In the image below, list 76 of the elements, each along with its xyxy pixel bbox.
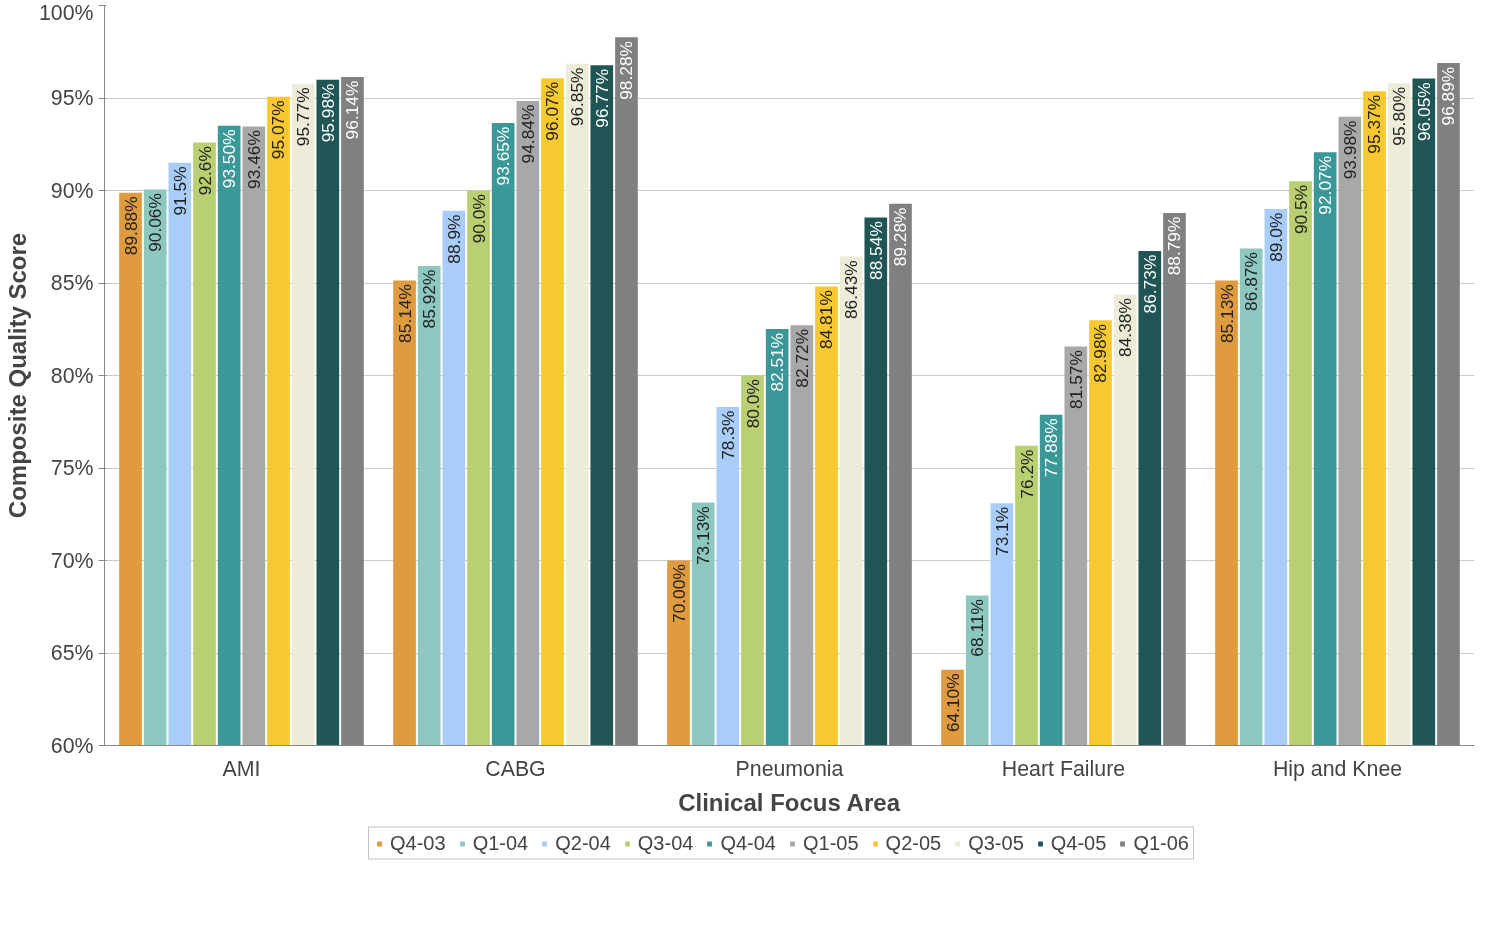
data-label: 96.89% xyxy=(1438,66,1459,126)
data-label: 89.28% xyxy=(890,207,911,267)
data-label: 95.98% xyxy=(317,83,338,143)
data-label: 96.77% xyxy=(591,68,612,128)
data-label: 95.07% xyxy=(268,100,289,160)
data-label: 91.5% xyxy=(169,166,190,216)
x-axis-title: Clinical Focus Area xyxy=(678,788,901,816)
data-label: 82.51% xyxy=(767,332,788,392)
data-label: 84.38% xyxy=(1115,298,1136,357)
data-label: 92.07% xyxy=(1315,155,1336,215)
data-label: 85.13% xyxy=(1216,284,1237,344)
data-label: 92.6% xyxy=(194,146,215,196)
data-label: 93.98% xyxy=(1339,120,1360,180)
legend-label: Q1-05 xyxy=(803,831,859,855)
data-label: 88.9% xyxy=(443,214,464,264)
legend-label: Q1-04 xyxy=(472,831,529,855)
data-label: 78.3% xyxy=(717,410,738,460)
data-label: 89.0% xyxy=(1265,212,1286,262)
legend-label: Q4-05 xyxy=(1050,831,1107,855)
data-label: 95.80% xyxy=(1389,86,1410,146)
data-label: 89.88% xyxy=(120,196,141,256)
data-label: 64.10% xyxy=(942,673,963,733)
data-label: 82.72% xyxy=(791,328,812,388)
data-label: 77.88% xyxy=(1041,418,1062,478)
data-label: 90.0% xyxy=(468,194,489,244)
data-label: 98.28% xyxy=(616,41,637,100)
legend-label: Q3-05 xyxy=(968,831,1024,855)
data-label: 93.65% xyxy=(493,126,514,186)
data-label: 88.54% xyxy=(865,221,886,280)
data-label: 90.06% xyxy=(145,193,166,252)
x-tick-label: CABG xyxy=(485,756,546,781)
legend-label: Q4-04 xyxy=(720,831,776,855)
x-tick-label: AMI xyxy=(222,756,261,781)
y-tick-label: 65% xyxy=(50,641,94,665)
data-label: 73.13% xyxy=(693,506,714,566)
data-label: 73.1% xyxy=(991,506,1012,556)
data-label: 86.43% xyxy=(841,260,862,320)
y-tick-label: 70% xyxy=(50,548,94,573)
data-label: 85.92% xyxy=(419,269,440,329)
y-tick-label: 90% xyxy=(50,178,94,203)
data-label: 93.46% xyxy=(243,130,264,189)
legend-label: Q4-03 xyxy=(390,831,446,855)
legend-label: Q2-05 xyxy=(885,831,942,855)
data-label: 88.79% xyxy=(1164,216,1185,276)
y-tick-label: 100% xyxy=(38,0,94,25)
data-label: 85.14% xyxy=(394,284,415,343)
y-tick-label: 75% xyxy=(50,456,94,480)
y-tick-label: 95% xyxy=(50,86,94,110)
data-label: 95.37% xyxy=(1364,94,1385,154)
data-label: 96.05% xyxy=(1413,82,1434,142)
data-label: 86.73% xyxy=(1139,254,1160,314)
data-label: 90.5% xyxy=(1290,184,1311,235)
x-tick-label: Hip and Knee xyxy=(1272,756,1403,781)
data-label: 81.57% xyxy=(1065,350,1086,409)
y-tick-label: 60% xyxy=(50,733,94,758)
data-label: 82.98% xyxy=(1090,324,1111,383)
x-tick-label: Pneumonia xyxy=(735,756,844,781)
y-tick-label: 85% xyxy=(50,271,94,295)
data-label: 96.14% xyxy=(342,80,363,140)
data-label: 86.87% xyxy=(1241,252,1262,311)
data-label: 94.84% xyxy=(517,104,538,164)
legend-label: Q1-06 xyxy=(1133,831,1189,855)
data-label: 95.77% xyxy=(293,87,314,147)
data-label: 70.00% xyxy=(668,564,689,623)
data-label: 93.50% xyxy=(219,129,240,189)
data-label: 80.0% xyxy=(742,379,763,429)
data-label: 96.85% xyxy=(567,67,588,127)
data-label: 96.07% xyxy=(542,81,563,141)
data-label: 84.81% xyxy=(816,290,837,349)
legend-label: Q3-04 xyxy=(637,831,694,855)
data-label: 68.11% xyxy=(967,599,988,657)
y-tick-label: 80% xyxy=(50,363,94,388)
legend-label: Q2-04 xyxy=(555,831,611,855)
y-axis-title: Composite Quality Score xyxy=(3,232,31,519)
x-tick-label: Heart Failure xyxy=(1001,756,1126,781)
data-label: 76.2% xyxy=(1016,449,1037,499)
